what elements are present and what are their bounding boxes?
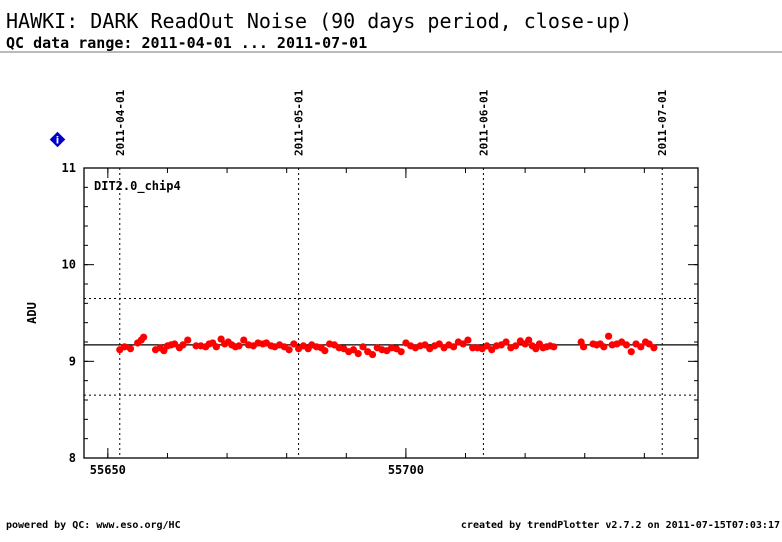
y-axis-label: ADU bbox=[25, 302, 39, 324]
date-marker-label: 2011-04-01 bbox=[114, 89, 127, 156]
data-point bbox=[459, 340, 467, 348]
date-markers: 2011-04-01 2011-05-01 2011-06-01 2011-07-01 bbox=[114, 89, 669, 458]
data-point bbox=[179, 341, 187, 349]
data-point bbox=[600, 343, 608, 351]
data-point bbox=[525, 336, 533, 344]
data-point bbox=[622, 341, 631, 349]
info-diamond-icon bbox=[49, 131, 66, 148]
data-point bbox=[488, 346, 496, 354]
plot-frame bbox=[83, 167, 699, 459]
date-marker-label: 2011-07-01 bbox=[656, 89, 669, 156]
data-point bbox=[359, 343, 367, 351]
data-point bbox=[240, 336, 248, 344]
data-point bbox=[321, 347, 329, 355]
plot-subtitle: QC data range: 2011-04-01 ... 2011-07-01 bbox=[6, 34, 367, 52]
data-point bbox=[140, 333, 148, 341]
info-badge-text: i bbox=[56, 136, 59, 147]
data-point bbox=[435, 340, 443, 348]
data-point bbox=[126, 345, 135, 353]
data-point bbox=[212, 343, 220, 351]
data-point bbox=[579, 343, 588, 351]
data-point bbox=[421, 341, 429, 349]
y-tick-label: 8 bbox=[69, 451, 76, 465]
data-point bbox=[349, 346, 358, 354]
data-point bbox=[235, 342, 243, 350]
data-point bbox=[171, 340, 179, 348]
data-point bbox=[604, 332, 613, 340]
y-tick-label: 11 bbox=[62, 161, 76, 175]
data-point bbox=[645, 340, 653, 348]
date-marker-label: 2011-06-01 bbox=[477, 89, 490, 156]
data-point bbox=[637, 343, 645, 351]
data-point bbox=[650, 344, 658, 352]
data-point bbox=[120, 343, 129, 351]
footer-powered-by: powered by QC: www.eso.org/HC bbox=[6, 520, 181, 531]
axes: 8 9 10 11 55650 55700 bbox=[62, 161, 698, 477]
x-tick-label: 55700 bbox=[388, 463, 424, 477]
data-point bbox=[285, 346, 293, 354]
plot-title: HAWKI: DARK ReadOut Noise (90 days perio… bbox=[6, 9, 632, 33]
x-tick-label: 55650 bbox=[90, 463, 126, 477]
data-point bbox=[397, 348, 405, 356]
data-point bbox=[511, 342, 520, 350]
data-point bbox=[368, 350, 377, 359]
data-point bbox=[627, 348, 635, 356]
info-badge[interactable]: i bbox=[49, 131, 66, 148]
data-point bbox=[464, 336, 472, 344]
data-point bbox=[290, 340, 298, 348]
data-point bbox=[502, 338, 510, 346]
data-point bbox=[184, 336, 192, 344]
data-point bbox=[449, 343, 458, 351]
date-marker-label: 2011-05-01 bbox=[293, 89, 306, 156]
data-points bbox=[116, 332, 658, 359]
data-point bbox=[354, 350, 362, 358]
y-tick-label: 10 bbox=[62, 258, 76, 272]
data-point bbox=[483, 342, 491, 350]
data-point bbox=[550, 343, 558, 351]
y-tick-label: 9 bbox=[69, 354, 76, 368]
panel-label: DIT2.0_chip4 bbox=[94, 179, 181, 194]
footer-created-by: created by trendPlotter v2.7.2 on 2011-0… bbox=[461, 520, 780, 531]
